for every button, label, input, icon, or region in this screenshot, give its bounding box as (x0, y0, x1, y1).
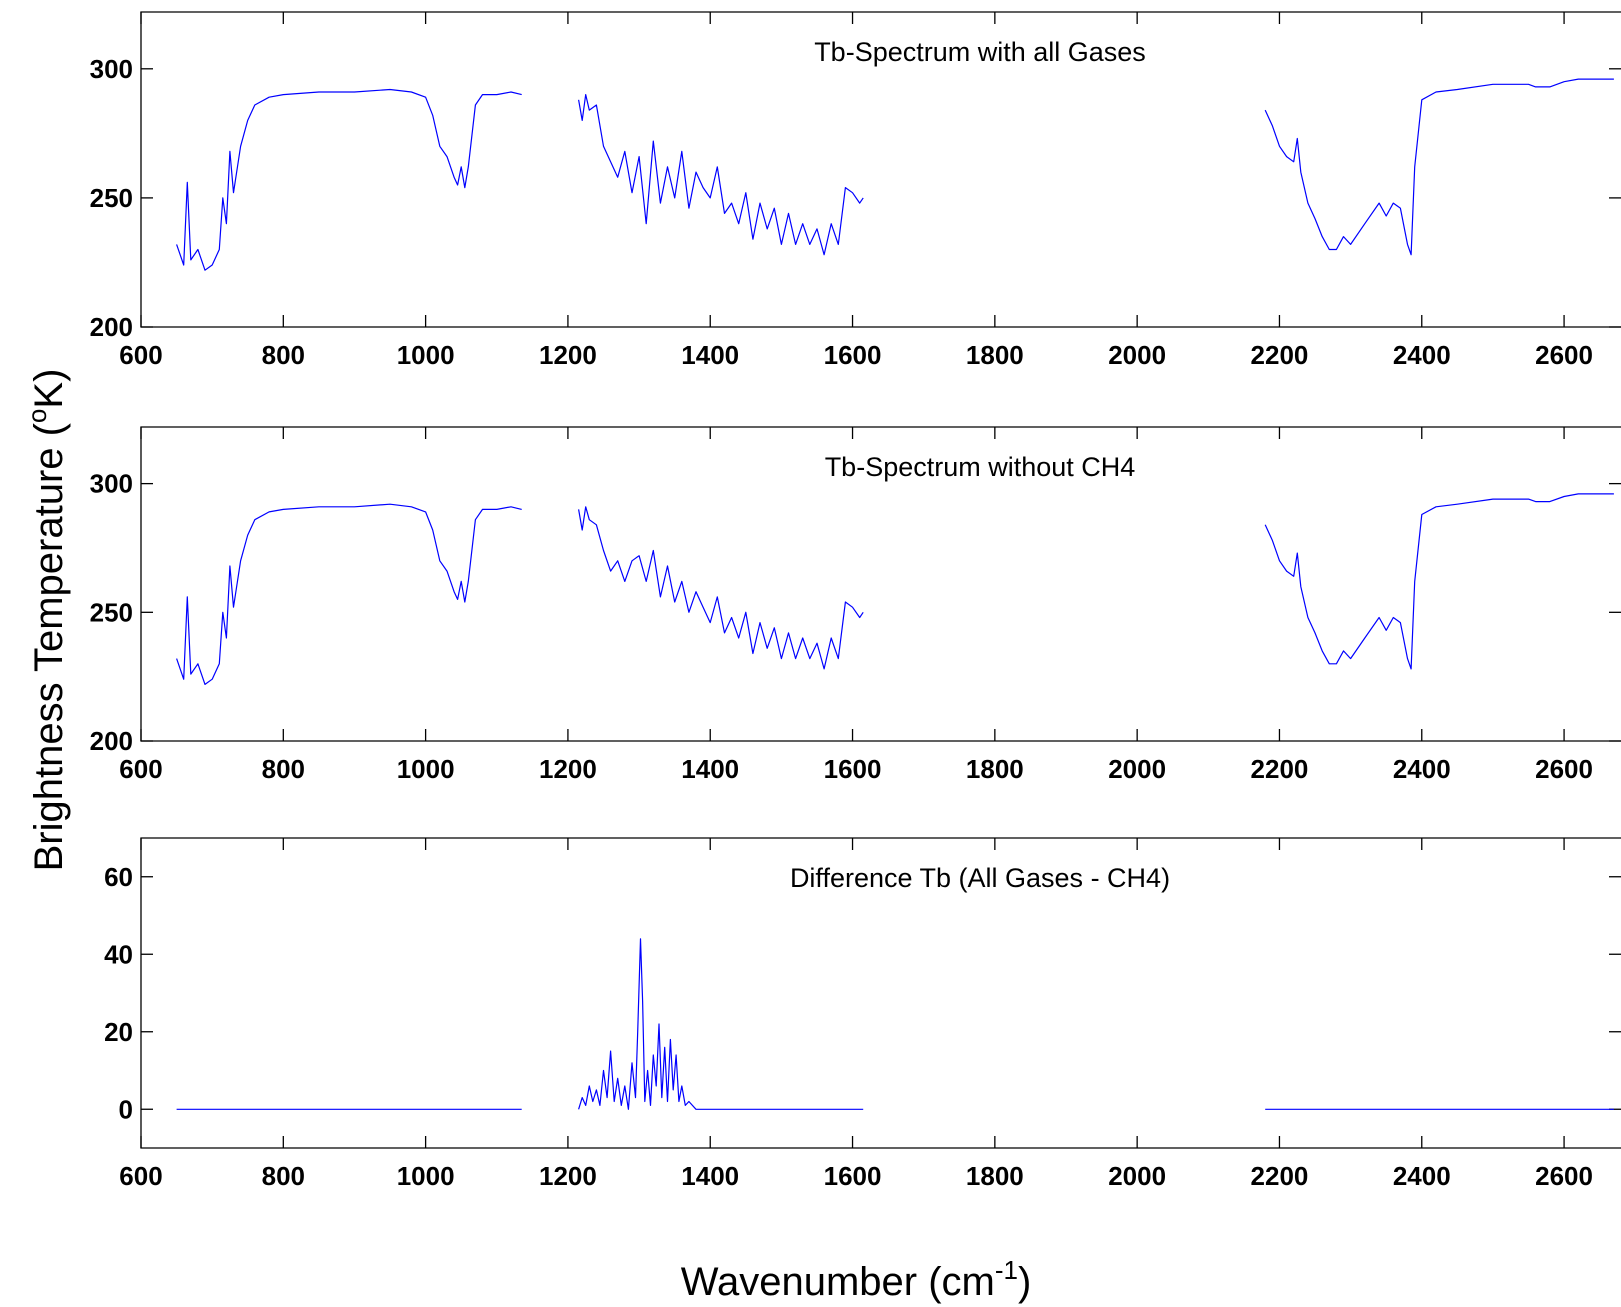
panel-3: 600 800 1000 1200 1400 1600 1800 2000 2200 2400 26… (104, 837, 1621, 1191)
y-tick-label: 20 (104, 1017, 133, 1047)
x-tick-label: 1600 (824, 1161, 882, 1191)
x-tick-label: 600 (119, 754, 162, 784)
y-axis-title-text: Brightness Temperature ( (27, 422, 71, 871)
series-line-segment-2 (578, 94, 864, 256)
x-axis-title: Wavenumber (cm-1) (681, 1255, 1032, 1304)
x-tick-label: 600 (119, 1161, 162, 1191)
x-axis-title-text: Wavenumber (cm (681, 1260, 995, 1304)
y-tick-label: 40 (104, 939, 133, 969)
x-tick-label: 1200 (539, 1161, 597, 1191)
x-tick-label: 2000 (1108, 754, 1166, 784)
x-tick-label: 1600 (824, 340, 882, 370)
series-line-segment-1 (176, 88, 522, 271)
x-tick-label: 1400 (681, 340, 739, 370)
x-tick-label: 1400 (681, 1161, 739, 1191)
y-axis-title: Brightness Temperature (oK) (22, 369, 71, 872)
x-tick-label: 800 (262, 1161, 305, 1191)
x-tick-label: 2600 (1535, 1161, 1593, 1191)
y-tick-label: 200 (90, 726, 133, 756)
x-tick-label: 2600 (1535, 340, 1593, 370)
x-tick-label: 2200 (1251, 1161, 1309, 1191)
x-tick-label: 1200 (539, 754, 597, 784)
y-tick-label: 250 (90, 597, 133, 627)
y-axis-title-superscript: o (22, 409, 52, 423)
x-tick-label: 2600 (1535, 754, 1593, 784)
x-tick-label: 2000 (1108, 340, 1166, 370)
series-line-segment-3 (1264, 493, 1614, 670)
panel-title: Tb-Spectrum with all Gases (814, 37, 1146, 67)
x-axis-title-superscript: -1 (995, 1255, 1018, 1285)
x-tick-label: 1800 (966, 340, 1024, 370)
x-tick-label: 1000 (397, 754, 455, 784)
series-line-segment-2 (578, 506, 864, 670)
x-tick-label: 2400 (1393, 754, 1451, 784)
y-tick-label: 300 (90, 469, 133, 499)
y-tick-label: 200 (90, 312, 133, 342)
panel-title: Tb-Spectrum without CH4 (825, 452, 1136, 482)
x-tick-label: 2400 (1393, 340, 1451, 370)
x-tick-label: 1800 (966, 754, 1024, 784)
x-tick-label: 2200 (1251, 754, 1309, 784)
series-line-segment-2 (578, 938, 864, 1110)
x-tick-label: 1000 (397, 340, 455, 370)
x-tick-label: 800 (262, 754, 305, 784)
x-tick-label: 1200 (539, 340, 597, 370)
y-tick-label: 60 (104, 862, 133, 892)
axes-frame (140, 837, 1621, 1149)
y-tick-label: 300 (90, 54, 133, 84)
panel-title: Difference Tb (All Gases - CH4) (790, 863, 1170, 893)
x-axis-title-unit: ) (1018, 1260, 1031, 1304)
x-tick-label: 1400 (681, 754, 739, 784)
x-tick-label: 800 (262, 340, 305, 370)
panel-1: 600 800 1000 1200 1400 1600 1800 2000 2200 2400 26… (90, 11, 1621, 370)
panel-2: 600 800 1000 1200 1400 1600 1800 2000 2200 2400 26… (90, 426, 1621, 784)
x-tick-label: 1000 (397, 1161, 455, 1191)
series-line-segment-3 (1264, 78, 1614, 256)
series-line-segment-1 (176, 503, 522, 685)
y-tick-label: 250 (90, 183, 133, 213)
x-tick-label: 2200 (1251, 340, 1309, 370)
x-tick-label: 2400 (1393, 1161, 1451, 1191)
x-tick-label: 1800 (966, 1161, 1024, 1191)
x-tick-label: 600 (119, 340, 162, 370)
y-tick-label: 0 (119, 1094, 133, 1124)
y-axis-title-unit: K) (27, 369, 71, 409)
x-tick-label: 1600 (824, 754, 882, 784)
x-tick-label: 2000 (1108, 1161, 1166, 1191)
axes-frame (140, 426, 1621, 742)
axes-frame (140, 11, 1621, 328)
